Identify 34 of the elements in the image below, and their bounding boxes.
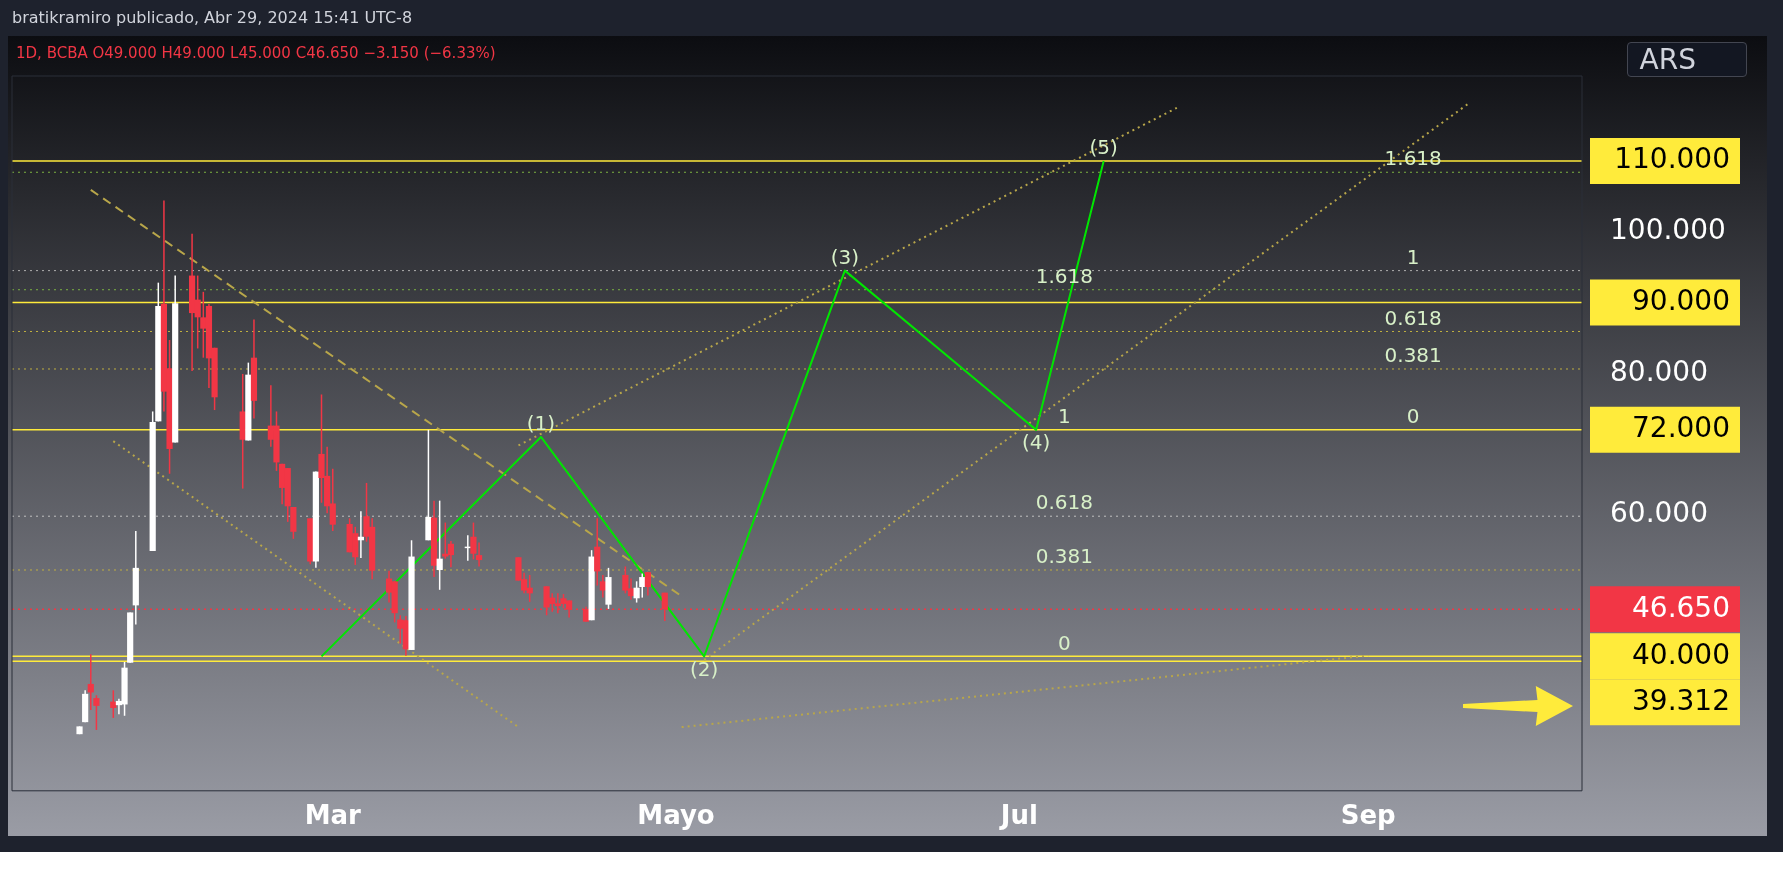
- y-tick-label: 60.000: [1610, 496, 1708, 530]
- x-tick-label: Jul: [998, 800, 1038, 831]
- y-tick-label: 80.000: [1610, 354, 1708, 388]
- x-tick-label: Mar: [304, 800, 362, 831]
- annotation: (1): [526, 411, 556, 436]
- ref-line-label: 90.000: [1632, 283, 1730, 317]
- y-tick-label: 100.000: [1610, 212, 1726, 246]
- chart-title: bratikramiro publicado, Abr 29, 2024 15:41 UTC-8: [11, 7, 414, 29]
- annotation: 0: [1406, 404, 1420, 429]
- ref-line-label: 72.000: [1632, 411, 1730, 445]
- ref-line-label: 46.650: [1632, 590, 1730, 624]
- candlestick: [436, 499, 443, 591]
- annotation: 0.381: [1384, 343, 1442, 368]
- annotation: (5): [1089, 135, 1118, 160]
- ref-line-label: 40.000: [1632, 637, 1730, 671]
- annotation: 0.618: [1384, 305, 1442, 330]
- annotation: (4): [1021, 430, 1051, 455]
- annotation: 1: [1406, 244, 1420, 269]
- candlestick: [644, 571, 651, 597]
- annotation: 1: [1057, 404, 1071, 429]
- x-tick-label: Sep: [1340, 800, 1396, 831]
- annotation: 0.618: [1035, 490, 1093, 515]
- candlestick: [425, 429, 432, 542]
- text: ARS: [1626, 42, 1747, 77]
- candlestick: [397, 614, 404, 645]
- annotation: (3): [830, 244, 859, 269]
- annotation: (2): [689, 656, 719, 681]
- x-tick-label: Mayo: [637, 800, 715, 831]
- chart-subtitle: 1D, BCBA O49.000 H49.000 L45.000 C46.650 −3.150 (−6.33%): [16, 44, 496, 62]
- annotation: 0: [1057, 630, 1071, 655]
- annotation: 0.381: [1035, 544, 1093, 569]
- legend-label: 39.312: [1632, 683, 1730, 717]
- candlestick: [110, 689, 117, 719]
- ref-line-label: 110.000: [1614, 142, 1730, 176]
